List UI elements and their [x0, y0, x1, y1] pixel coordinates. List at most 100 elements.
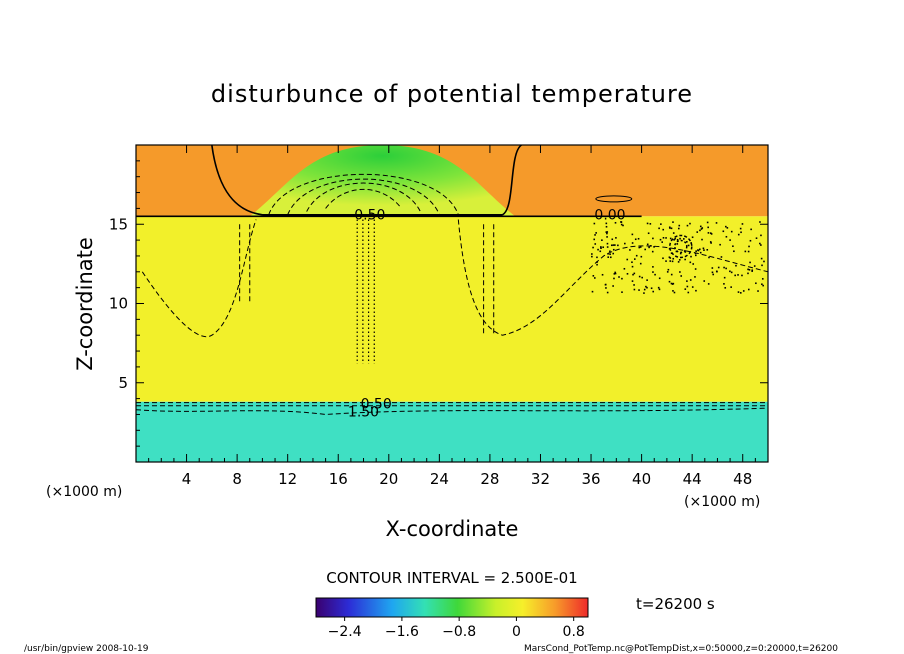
noise-dot: [761, 278, 764, 280]
noise-dot: [646, 286, 648, 289]
noise-dot: [742, 290, 745, 292]
noise-dot: [592, 275, 595, 277]
noise-dot: [667, 268, 670, 271]
contour-label: 0.50: [354, 208, 385, 224]
noise-dot: [668, 256, 671, 259]
noise-dot: [760, 234, 762, 237]
noise-dot: [614, 221, 617, 224]
x-tick-label: 44: [683, 470, 702, 488]
noise-dot: [631, 233, 634, 236]
noise-dot: [699, 225, 702, 228]
noise-dot: [697, 249, 699, 251]
noise-dot: [729, 239, 731, 241]
noise-dot: [723, 283, 725, 285]
noise-dot: [635, 254, 638, 257]
noise-dot: [649, 223, 652, 225]
noise-dot: [618, 276, 620, 278]
noise-dot: [591, 255, 593, 258]
noise-dot: [755, 282, 757, 285]
noise-dot: [710, 242, 712, 244]
noise-dot: [679, 252, 682, 255]
noise-dot: [674, 237, 676, 240]
noise-dot: [622, 224, 624, 227]
noise-dot: [700, 228, 703, 230]
noise-dot: [715, 222, 718, 224]
noise-dot: [654, 273, 656, 276]
noise-dot: [648, 246, 650, 249]
noise-dot: [703, 280, 706, 282]
noise-dot: [730, 271, 733, 274]
noise-dot: [679, 237, 681, 240]
x-tick-label: 40: [632, 470, 651, 488]
noise-dot: [591, 290, 594, 293]
colorbar-tick-label: −1.6: [385, 624, 419, 640]
noise-dot: [634, 238, 637, 241]
noise-dot: [596, 263, 598, 266]
noise-dot: [595, 232, 597, 234]
colorbar-tick-label: −0.8: [442, 624, 476, 640]
noise-dot: [706, 221, 709, 224]
noise-dot: [735, 264, 737, 267]
noise-dot: [650, 245, 652, 247]
contour-label: 1.50: [348, 404, 379, 420]
noise-dot: [615, 237, 617, 239]
noise-dot: [686, 240, 688, 243]
noise-dot: [626, 258, 629, 261]
footer-right: MarsCond_PotTemp.nc@PotTempDist,x=0:5000…: [524, 644, 838, 654]
noise-dot: [724, 287, 727, 289]
noise-dot: [699, 248, 701, 251]
noise-dot: [660, 223, 662, 225]
noise-dot: [761, 264, 763, 267]
colorbar-tick-label: −2.4: [328, 624, 362, 640]
noise-dot: [606, 246, 609, 248]
noise-dot: [737, 233, 740, 236]
noise-dot: [612, 244, 615, 246]
noise-dot: [620, 221, 623, 223]
vortex-contour: [669, 234, 693, 259]
x-tick-label: 4: [182, 470, 192, 488]
x-tick-label: 12: [278, 470, 297, 488]
noise-dot: [757, 290, 759, 292]
noise-dot: [605, 222, 608, 225]
noise-dot: [737, 291, 740, 293]
noise-dot: [658, 227, 660, 230]
noise-dot: [678, 259, 681, 261]
noise-dot: [759, 242, 761, 245]
noise-dot: [678, 224, 681, 227]
noise-dot: [662, 257, 664, 260]
zero-contour-line: [136, 145, 642, 218]
noise-dot: [601, 239, 603, 241]
noise-dot: [726, 227, 729, 229]
noise-dot: [593, 277, 596, 279]
noise-dot: [689, 261, 692, 264]
noise-dot: [633, 272, 636, 275]
noise-dot: [646, 243, 649, 246]
y-tick-label: 15: [109, 215, 128, 233]
noise-dot: [621, 277, 623, 280]
noise-dot: [710, 233, 713, 235]
noise-dot: [741, 274, 743, 277]
noise-dot: [614, 244, 616, 246]
noise-dot: [686, 224, 689, 227]
noise-dot: [643, 288, 646, 291]
noise-dot: [606, 242, 609, 245]
noise-dot: [637, 237, 640, 240]
noise-dot: [684, 288, 687, 290]
noise-dot: [639, 246, 642, 248]
noise-dot: [641, 276, 643, 279]
noise-dot: [652, 290, 655, 293]
noise-dot: [662, 237, 665, 239]
noise-dot: [639, 262, 642, 265]
noise-dot: [725, 267, 727, 270]
noise-dot: [723, 276, 726, 279]
noise-dot: [749, 239, 752, 242]
noise-dot: [748, 269, 751, 271]
noise-dot: [609, 256, 612, 259]
noise-dot: [703, 249, 705, 251]
noise-dot: [694, 276, 696, 278]
noise-dot: [652, 271, 654, 273]
noise-dot: [712, 273, 715, 276]
noise-dot: [699, 251, 702, 254]
noise-dot: [653, 246, 655, 248]
